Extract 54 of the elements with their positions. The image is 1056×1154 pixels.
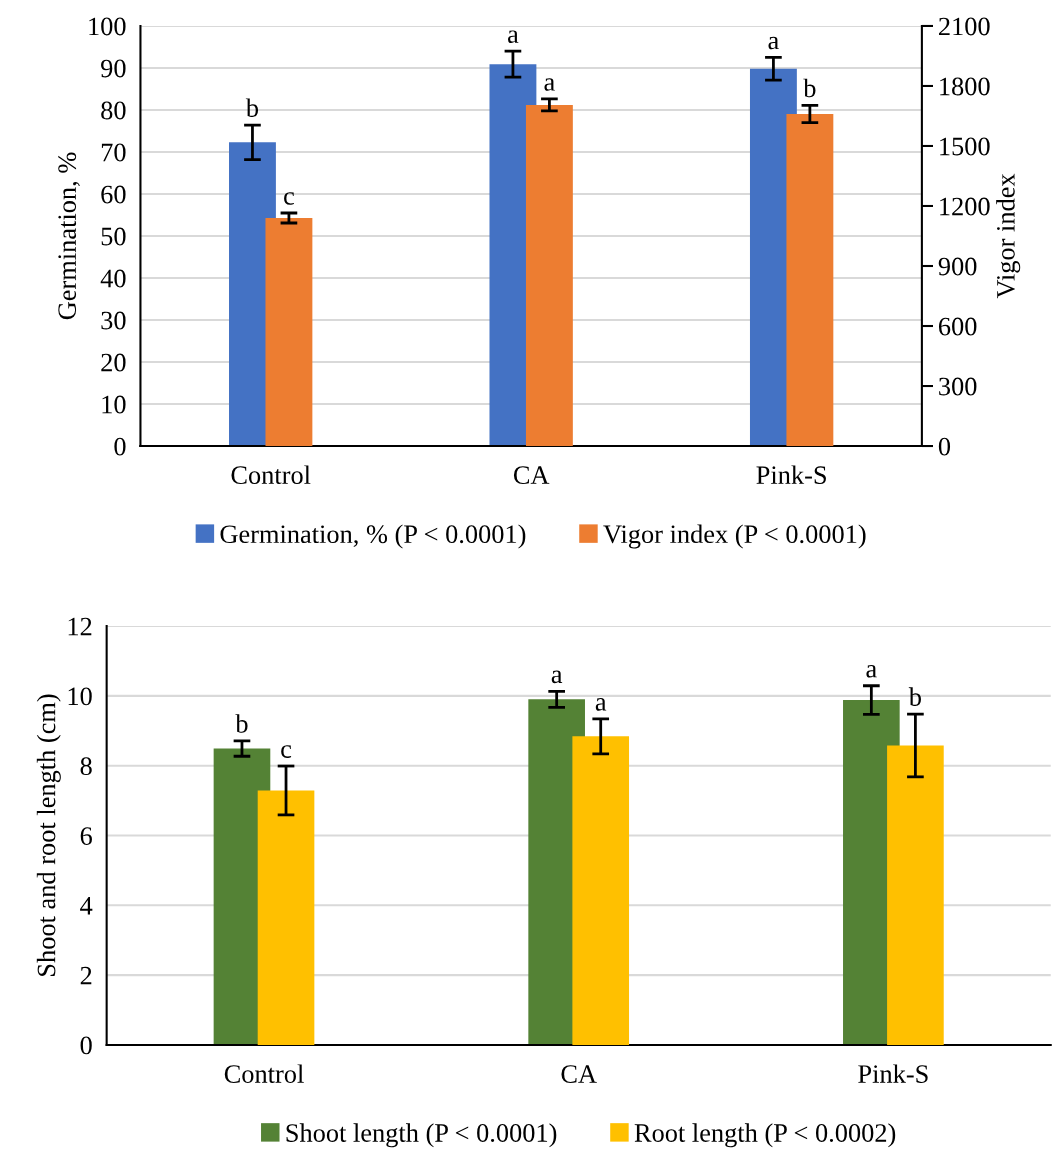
y-tick-label: 90 bbox=[101, 59, 126, 78]
y2-tick-label: 900 bbox=[938, 257, 977, 276]
data-label: a bbox=[595, 698, 607, 711]
data-label: a bbox=[768, 36, 779, 50]
y-tick-label: 10 bbox=[68, 687, 92, 706]
y-tick-label: 100 bbox=[89, 17, 126, 36]
y-tick-label: 20 bbox=[101, 353, 126, 372]
data-label: a bbox=[551, 670, 563, 684]
y2-tick-label: 600 bbox=[938, 317, 977, 336]
data-label: a bbox=[544, 78, 555, 91]
y-tick-label: 50 bbox=[101, 227, 126, 246]
legend-label: Vigor index (P < 0.0001) bbox=[603, 524, 866, 549]
data-label: c bbox=[284, 192, 294, 205]
x-tick-label: CA bbox=[513, 466, 550, 485]
y-axis-title: Shoot and root length (cm) bbox=[36, 694, 61, 976]
y-tick-label: 2 bbox=[80, 966, 92, 985]
y-tick-label: 0 bbox=[114, 437, 126, 456]
data-label: b bbox=[803, 78, 816, 98]
bar bbox=[257, 790, 315, 1045]
bar bbox=[572, 736, 630, 1045]
x-tick-label: Pink-S bbox=[858, 1064, 928, 1083]
y2-axis-title: Vigor index bbox=[996, 173, 1021, 299]
data-label: c bbox=[281, 745, 292, 758]
x-tick-label: Control bbox=[231, 465, 311, 485]
y-axis-title: Germination, % bbox=[58, 152, 80, 320]
y-tick-label: 10 bbox=[102, 395, 126, 414]
bar bbox=[887, 745, 944, 1045]
y-tick-label: 60 bbox=[101, 185, 126, 204]
legend-label: Shoot length (P < 0.0001) bbox=[286, 1123, 557, 1148]
y2-tick-label: 2100 bbox=[939, 17, 990, 36]
y-tick-label: 8 bbox=[80, 757, 92, 776]
y-tick-label: 70 bbox=[101, 143, 126, 162]
data-label: b bbox=[245, 98, 259, 117]
x-tick-label: Control bbox=[224, 1064, 304, 1083]
y-tick-label: 0 bbox=[80, 1036, 92, 1055]
data-label: a bbox=[508, 30, 519, 44]
y-tick-label: 12 bbox=[68, 617, 92, 636]
y-tick-label: 40 bbox=[100, 269, 126, 288]
y2-tick-label: 1500 bbox=[940, 137, 990, 156]
y-tick-label: 80 bbox=[101, 101, 126, 120]
data-label: b bbox=[235, 714, 248, 733]
legend-label: Root length (P < 0.0002) bbox=[634, 1123, 896, 1148]
x-tick-label: CA bbox=[561, 1065, 597, 1083]
y-tick-label: 6 bbox=[80, 827, 92, 845]
y-tick-label: 4 bbox=[80, 897, 93, 915]
y2-tick-label: 0 bbox=[938, 437, 951, 456]
x-tick-label: Pink-S bbox=[756, 465, 826, 485]
data-label: b bbox=[908, 687, 921, 706]
y2-tick-label: 1200 bbox=[940, 197, 990, 216]
y-tick-label: 30 bbox=[101, 311, 126, 330]
y2-tick-label: 300 bbox=[939, 377, 977, 396]
y2-tick-label: 1800 bbox=[940, 77, 990, 96]
data-label: a bbox=[866, 664, 877, 678]
legend-label: Germination, % (P < 0.0001) bbox=[220, 524, 526, 549]
